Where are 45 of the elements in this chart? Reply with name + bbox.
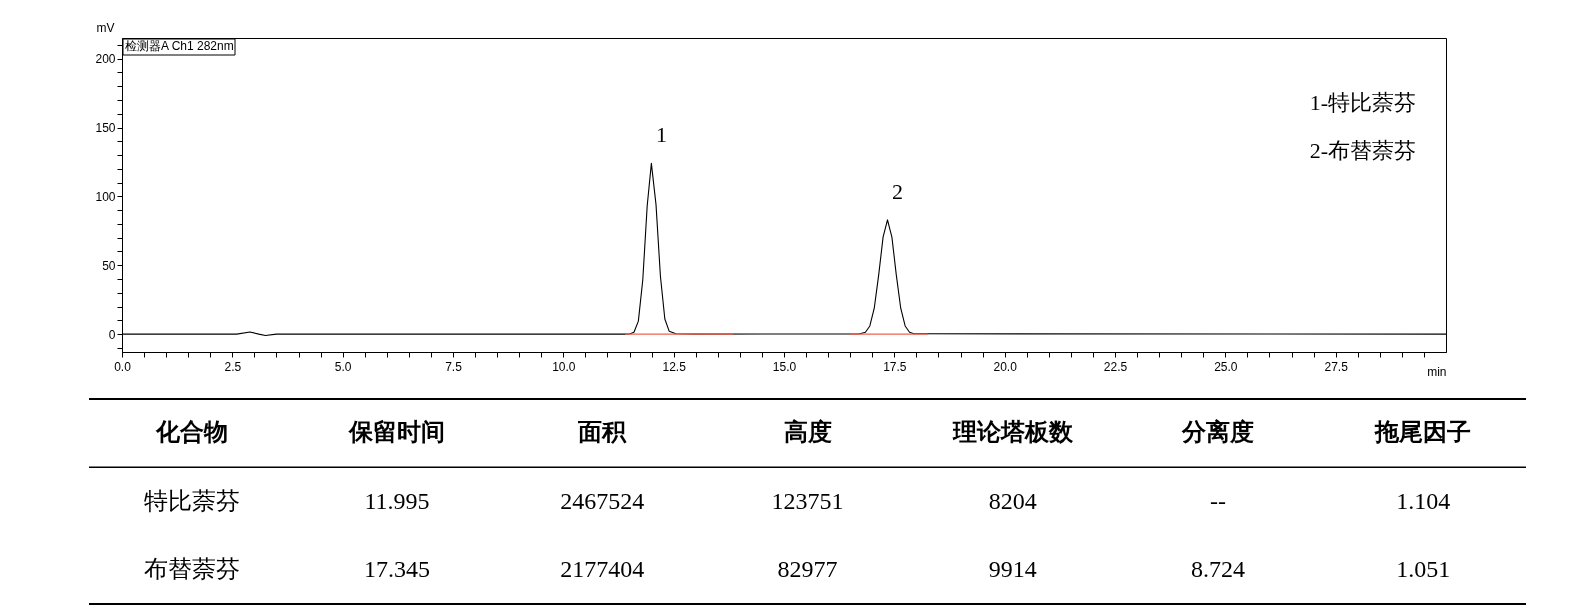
x-tick-label: 0.0 <box>114 359 132 374</box>
x-tick-label: 15.0 <box>772 359 797 374</box>
x-tick-label: 27.5 <box>1324 359 1349 374</box>
text: 特比萘芬 <box>143 487 240 514</box>
text: 17.345 <box>363 555 430 582</box>
category-label: 高度 <box>783 418 832 446</box>
x-tick-label: 22.5 <box>1103 359 1128 374</box>
text: 9914 <box>988 555 1037 582</box>
text: 2177404 <box>560 555 645 582</box>
text: 8204 <box>988 487 1037 514</box>
annotation: 1-特比萘芬 <box>1309 90 1416 115</box>
category-label: 理论塔板数 <box>951 419 1074 446</box>
text: 布替萘芬 <box>143 555 240 582</box>
text: -- <box>1210 487 1227 514</box>
y-tick-label: 100 <box>95 189 116 204</box>
x-tick-label: 5.0 <box>334 359 352 374</box>
category-label: 分离度 <box>1181 419 1255 446</box>
x-tick-label: 25.0 <box>1214 359 1238 374</box>
y-tick-label: 150 <box>95 121 116 136</box>
x-tick-label: 10.0 <box>552 359 576 374</box>
y-axis-title: mV <box>96 20 115 35</box>
annotation: 1 <box>655 122 667 148</box>
x-tick-label: 12.5 <box>662 359 687 374</box>
text: 82977 <box>777 555 838 582</box>
x-tick-label: 7.5 <box>445 359 463 374</box>
category-label: 保留时间 <box>347 419 445 446</box>
category-label: 化合物 <box>154 419 228 446</box>
text: 8.724 <box>1191 555 1246 582</box>
text: 1.104 <box>1396 487 1451 514</box>
text: 123751 <box>771 487 844 514</box>
chart-subtitle: 检测器A Ch1 282nm <box>125 39 234 53</box>
x-tick-label: 20.0 <box>993 359 1018 374</box>
category-label: 拖尾因子 <box>1374 419 1472 446</box>
text: 1.051 <box>1396 555 1451 582</box>
y-tick-label: 0 <box>108 327 116 342</box>
x-tick-label: 17.5 <box>883 359 907 374</box>
text: 11.995 <box>364 487 430 514</box>
y-tick-label: 50 <box>102 258 116 273</box>
x-tick-label: 2.5 <box>224 359 242 374</box>
text: 2467524 <box>560 487 645 514</box>
y-tick-label: 200 <box>95 52 116 67</box>
annotation: 2 <box>891 178 903 204</box>
annotation: 2-布替萘芬 <box>1309 138 1416 163</box>
x-axis-title: min <box>1427 364 1447 379</box>
category-label: 面积 <box>577 419 628 446</box>
